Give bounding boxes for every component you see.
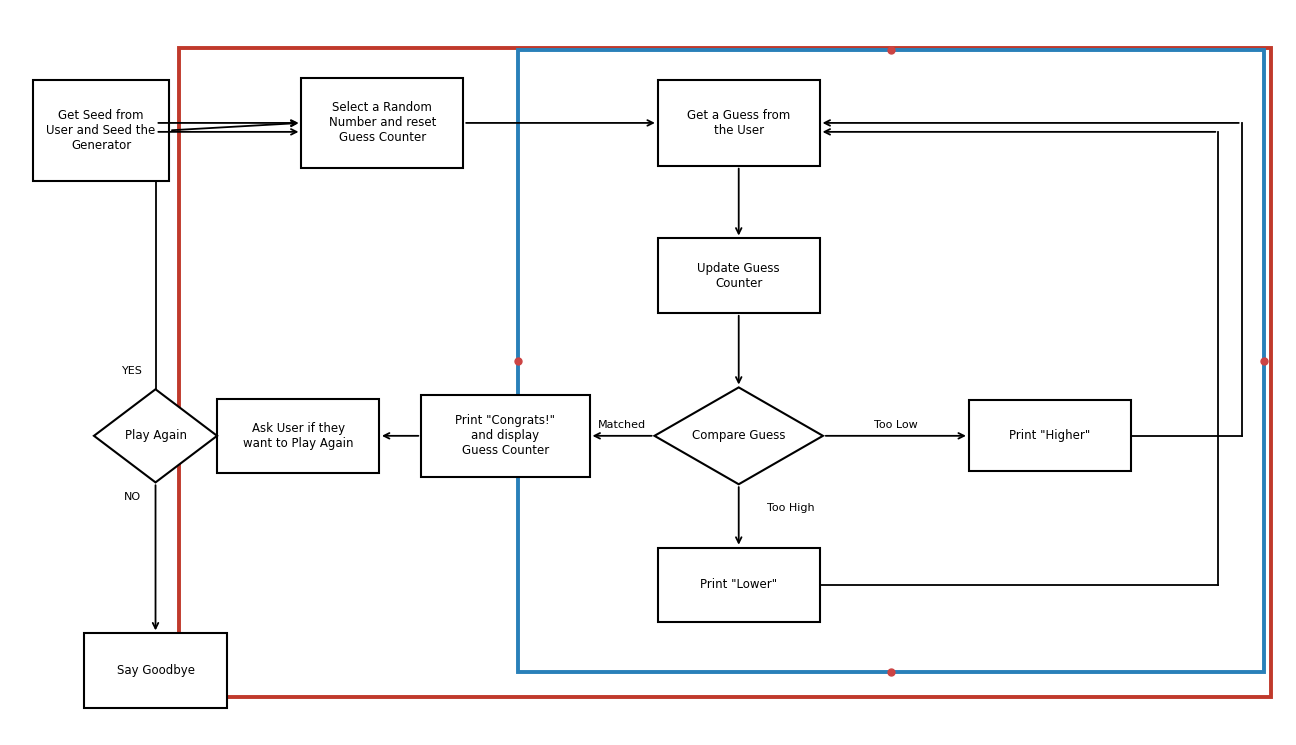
Text: Play Again: Play Again bbox=[124, 429, 187, 443]
Text: Get a Guess from
the User: Get a Guess from the User bbox=[687, 109, 791, 137]
Text: YES: YES bbox=[122, 366, 143, 375]
Text: Too High: Too High bbox=[767, 504, 814, 513]
Text: Get Seed from
User and Seed the
Generator: Get Seed from User and Seed the Generato… bbox=[47, 109, 156, 152]
FancyBboxPatch shape bbox=[657, 238, 819, 313]
FancyBboxPatch shape bbox=[421, 395, 590, 477]
Text: Update Guess
Counter: Update Guess Counter bbox=[697, 261, 780, 290]
FancyBboxPatch shape bbox=[84, 633, 227, 708]
Text: Print "Congrats!"
and display
Guess Counter: Print "Congrats!" and display Guess Coun… bbox=[455, 414, 556, 457]
Text: Matched: Matched bbox=[597, 419, 647, 430]
Text: NO: NO bbox=[123, 492, 141, 502]
FancyBboxPatch shape bbox=[34, 80, 168, 181]
Polygon shape bbox=[93, 389, 216, 483]
Text: Print "Higher": Print "Higher" bbox=[1010, 429, 1090, 443]
FancyBboxPatch shape bbox=[657, 548, 819, 622]
Text: Say Goodbye: Say Goodbye bbox=[117, 664, 194, 677]
FancyBboxPatch shape bbox=[218, 399, 378, 473]
Text: Select a Random
Number and reset
Guess Counter: Select a Random Number and reset Guess C… bbox=[329, 101, 435, 145]
Text: Compare Guess: Compare Guess bbox=[692, 429, 785, 443]
FancyBboxPatch shape bbox=[301, 78, 464, 168]
FancyBboxPatch shape bbox=[657, 80, 819, 166]
Text: Ask User if they
want to Play Again: Ask User if they want to Play Again bbox=[242, 422, 354, 450]
Polygon shape bbox=[654, 387, 823, 484]
Text: Print "Lower": Print "Lower" bbox=[700, 578, 778, 592]
Text: Too Low: Too Low bbox=[874, 419, 918, 430]
FancyBboxPatch shape bbox=[969, 401, 1130, 472]
